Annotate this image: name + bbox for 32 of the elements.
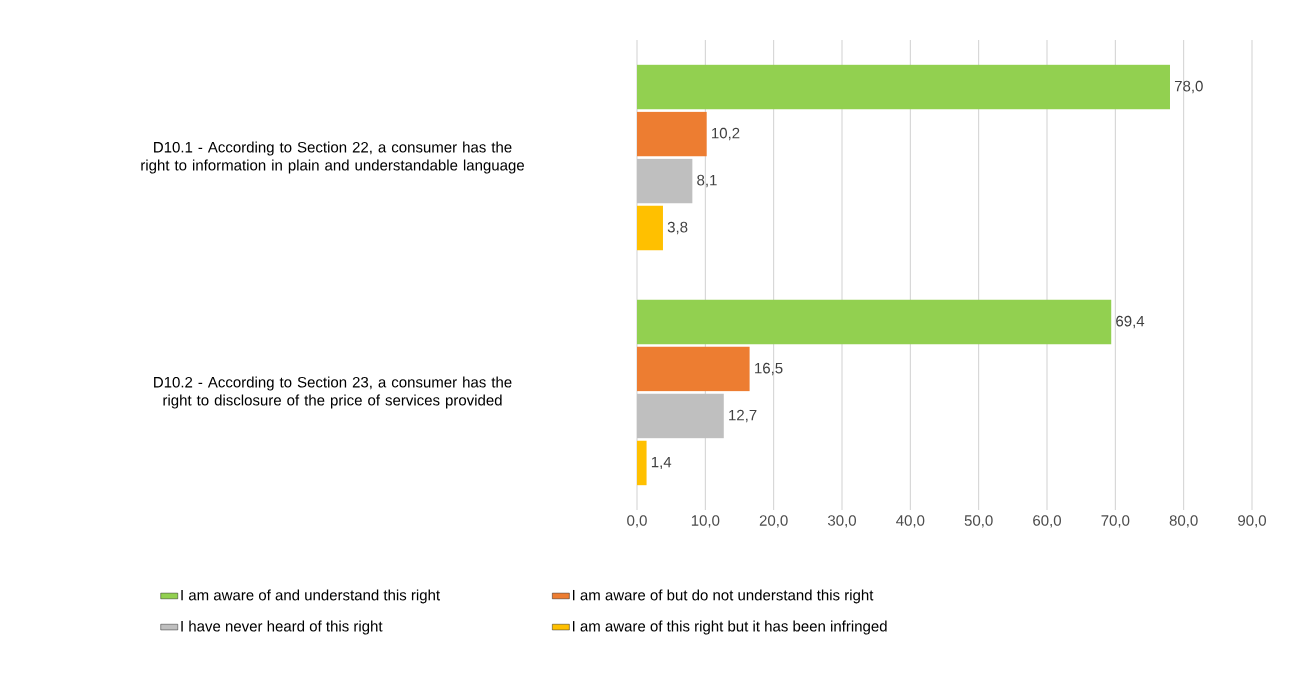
bar — [637, 346, 750, 392]
bar — [637, 205, 663, 251]
data-label: 1,4 — [651, 456, 672, 470]
x-tick-label: 80,0 — [1169, 515, 1198, 528]
x-tick-label: 70,0 — [1101, 515, 1130, 528]
y-tick-label: D10.2 - According to Section 23, a consumer has the right to disclosure of the price of services provided — [154, 376, 512, 409]
y-tick-label: D10.1 - According to Section 22, a consumer has the right to information in plain and understandable language — [141, 141, 524, 174]
legend-label: I am aware of this right but it has been infringed — [572, 620, 887, 635]
legend-label: I am aware of and understand this right — [181, 589, 440, 604]
data-label: 3,8 — [667, 221, 688, 235]
x-tick-label: 30,0 — [827, 515, 856, 528]
x-tick-label: 50,0 — [964, 515, 993, 528]
bar — [637, 111, 707, 157]
bar — [637, 299, 1112, 345]
data-label: 10,2 — [712, 127, 740, 141]
x-tick-label: 20,0 — [759, 515, 788, 528]
legend-label: I have never heard of this right — [181, 620, 383, 635]
x-tick-label: 40,0 — [896, 515, 925, 528]
x-tick-label: 90,0 — [1238, 515, 1266, 528]
bar — [637, 393, 724, 439]
bar — [637, 158, 693, 204]
data-label: 12,7 — [729, 409, 757, 423]
data-label: 69,4 — [1116, 315, 1145, 329]
x-tick-label: 0,0 — [627, 515, 647, 528]
data-label: 8,1 — [697, 174, 717, 188]
x-tick-label: 60,0 — [1033, 515, 1061, 528]
bar — [637, 64, 1170, 110]
x-tick-label: 10,0 — [691, 515, 720, 528]
data-label: 78,0 — [1174, 80, 1203, 94]
data-label: 16,5 — [755, 362, 783, 376]
legend-label: I am aware of but do not understand this right — [572, 589, 874, 604]
bar — [637, 440, 647, 486]
